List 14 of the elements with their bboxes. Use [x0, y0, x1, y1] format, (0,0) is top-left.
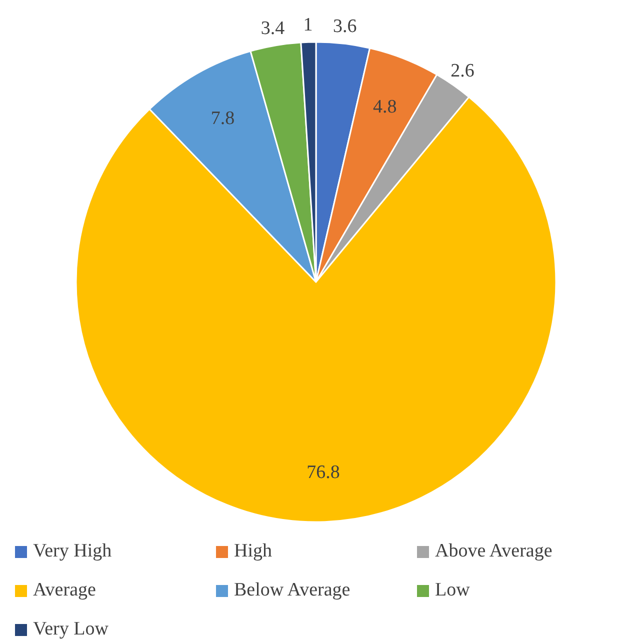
- legend-label: Above Average: [435, 540, 552, 562]
- data-label: 4.8: [373, 96, 397, 118]
- data-label: 3.6: [333, 16, 357, 37]
- data-label: 3.4: [260, 18, 286, 40]
- legend-label: Very Low: [33, 618, 109, 640]
- legend-label: Very High: [33, 540, 112, 562]
- legend-label: Low: [435, 579, 470, 600]
- data-label: 1: [303, 14, 313, 36]
- legend-label: Average: [33, 579, 96, 600]
- data-label: 2.6: [450, 60, 474, 82]
- legend-label: Below Average: [234, 579, 350, 600]
- data-label: 7.8: [210, 108, 235, 130]
- data-label: 76.8: [306, 462, 340, 484]
- legend-label: High: [234, 540, 272, 562]
